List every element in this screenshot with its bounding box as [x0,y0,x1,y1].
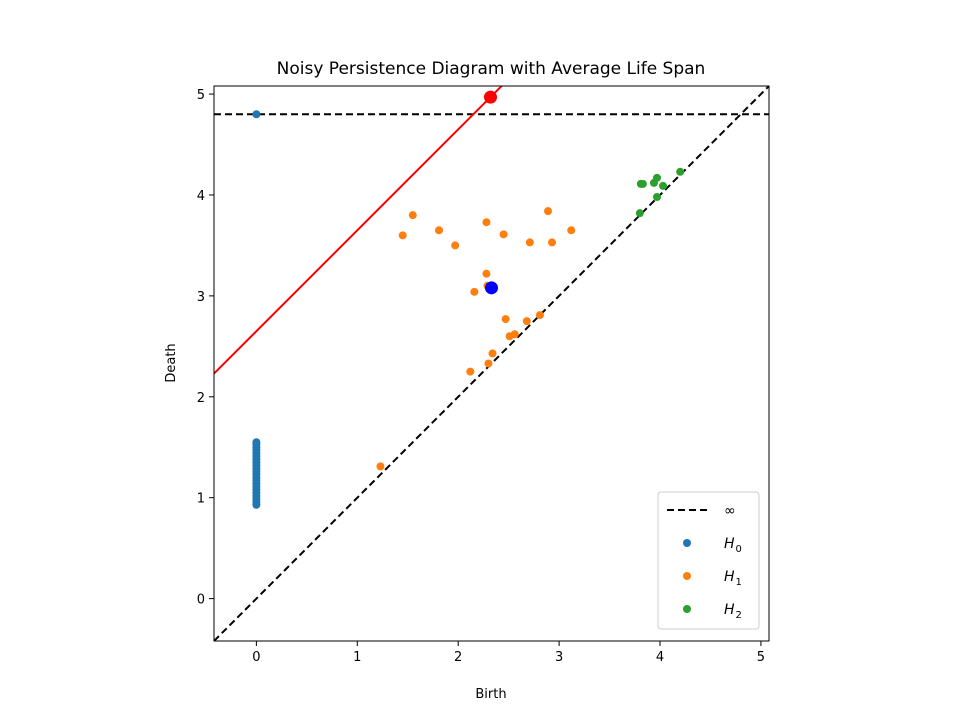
h1-point [488,349,497,358]
y-tick-label: 5 [197,88,205,103]
legend-label-base: H [724,602,735,618]
legend-label-subscript: 1 [736,577,742,588]
plot-area [214,86,769,641]
h1-point [482,269,491,278]
legend-label-base: H [724,569,735,585]
h1-point [470,287,479,296]
y-axis-label: Death [164,343,179,382]
h0-point [252,110,261,119]
diagonal-line [214,86,769,641]
h1-point [408,211,417,220]
legend-label-subscript: 2 [736,610,742,621]
legend-label: H2 [724,602,742,621]
h2-point [652,193,661,201]
y-tick-label: 3 [197,290,205,305]
h1-point [451,241,460,250]
h1-point [544,207,553,216]
legend-dot-swatch [683,605,691,613]
legend-entry: H0 [683,536,742,555]
h1-point [482,218,491,227]
y-tick-label: 1 [197,492,205,507]
legend-dot-swatch [683,539,691,547]
x-tick-label: 2 [454,650,462,665]
h1-point [567,226,576,235]
axis-ticks: 0 1 2 3 4 5 0 1 2 3 4 5 [197,88,765,665]
legend-entry: ∞ [667,503,736,519]
h2-point [676,167,685,176]
average-point [483,90,497,104]
x-axis-label: Birth [475,687,506,702]
legend-dot-swatch [683,572,691,580]
h1-point [501,315,510,324]
h1-point [466,367,475,376]
legend-label: H0 [724,536,742,555]
h1-point [522,317,531,326]
chart-title: Noisy Persistence Diagram with Average L… [277,59,706,79]
average-life-span-line [214,86,504,375]
h1-point [435,226,444,235]
mean-point [485,281,498,295]
h0-point [252,438,261,447]
h1-point [535,311,544,320]
legend-entry: H1 [683,569,742,588]
legend-entry: H2 [683,602,742,621]
x-tick-label: 5 [757,650,765,665]
x-tick-label: 4 [656,650,664,665]
legend-label-subscript: 0 [736,544,742,555]
h2-point [652,173,661,182]
h1-point [510,330,519,339]
x-tick-label: 0 [252,650,260,665]
y-tick-label: 0 [197,593,205,608]
x-tick-label: 3 [555,650,563,665]
legend-box [657,491,760,630]
plot-frame [213,85,770,642]
h1-point [398,231,407,240]
h1-point [548,238,557,247]
legend-label: ∞ [724,503,736,519]
y-tick-label: 4 [197,189,205,204]
x-tick-label: 1 [353,650,361,665]
legend-label-base: H [724,536,735,552]
y-tick-label: 2 [197,391,205,406]
h1-point [484,359,493,368]
h1-point [525,238,534,247]
legend-label: H1 [724,569,742,588]
h1-point [499,230,508,239]
h1-point [376,462,385,471]
h2-point [635,209,644,218]
h2-point [638,179,647,188]
h2-point [659,181,668,190]
